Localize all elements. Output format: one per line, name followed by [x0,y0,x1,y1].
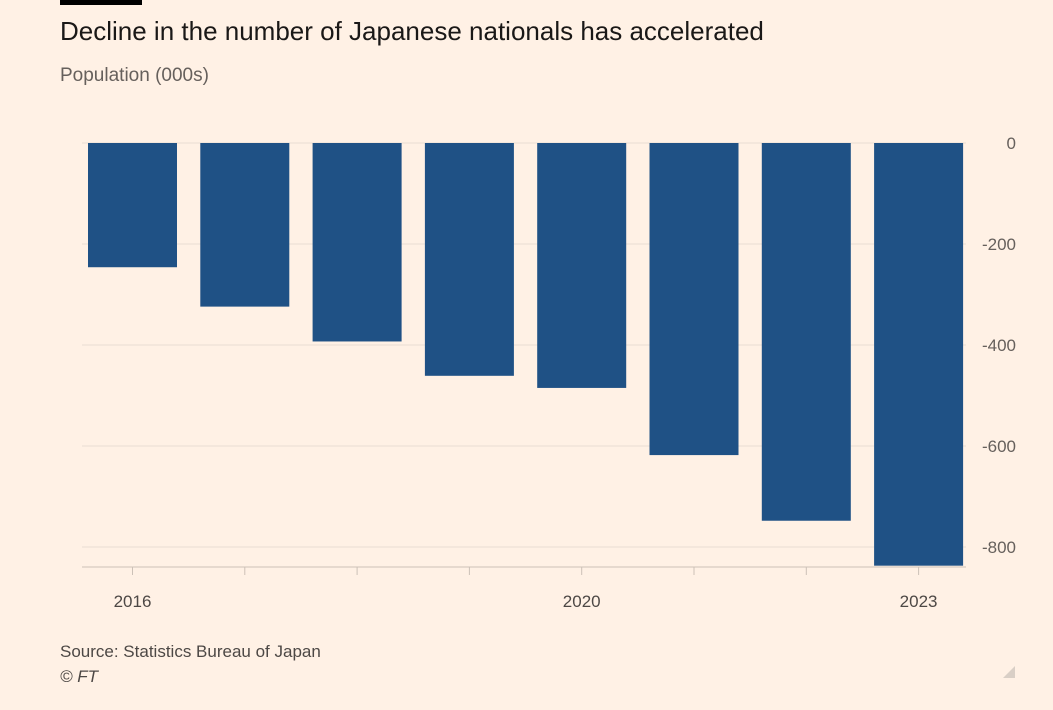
ft-topbar [60,0,142,5]
y-tick-label: -200 [982,235,1016,254]
bar-2021 [649,143,739,456]
bar-2020 [537,143,627,388]
bar-2019 [424,143,514,376]
y-tick-label: 0 [1007,134,1016,153]
source-note: Source: Statistics Bureau of Japan [60,642,321,661]
bar-2018 [312,143,402,342]
bar-2016 [88,143,177,268]
x-tick-label: 2016 [114,592,152,611]
chart-subtitle: Population (000s) [60,65,209,86]
bar-2023 [874,143,964,566]
chart-title: Decline in the number of Japanese nation… [60,16,764,46]
x-tick-label: 2020 [563,592,601,611]
bar-chart: 0 -200 -400 -600 -800 2016 2020 2023 [82,134,1016,611]
resize-handle-icon[interactable] [1003,666,1015,678]
bar-2017 [200,143,290,307]
copyright: © FT [60,667,99,686]
bar-2022 [761,143,851,521]
y-tick-label: -400 [982,336,1016,355]
y-tick-label: -800 [982,538,1016,557]
y-tick-label: -600 [982,437,1016,456]
x-tick-label: 2023 [900,592,938,611]
